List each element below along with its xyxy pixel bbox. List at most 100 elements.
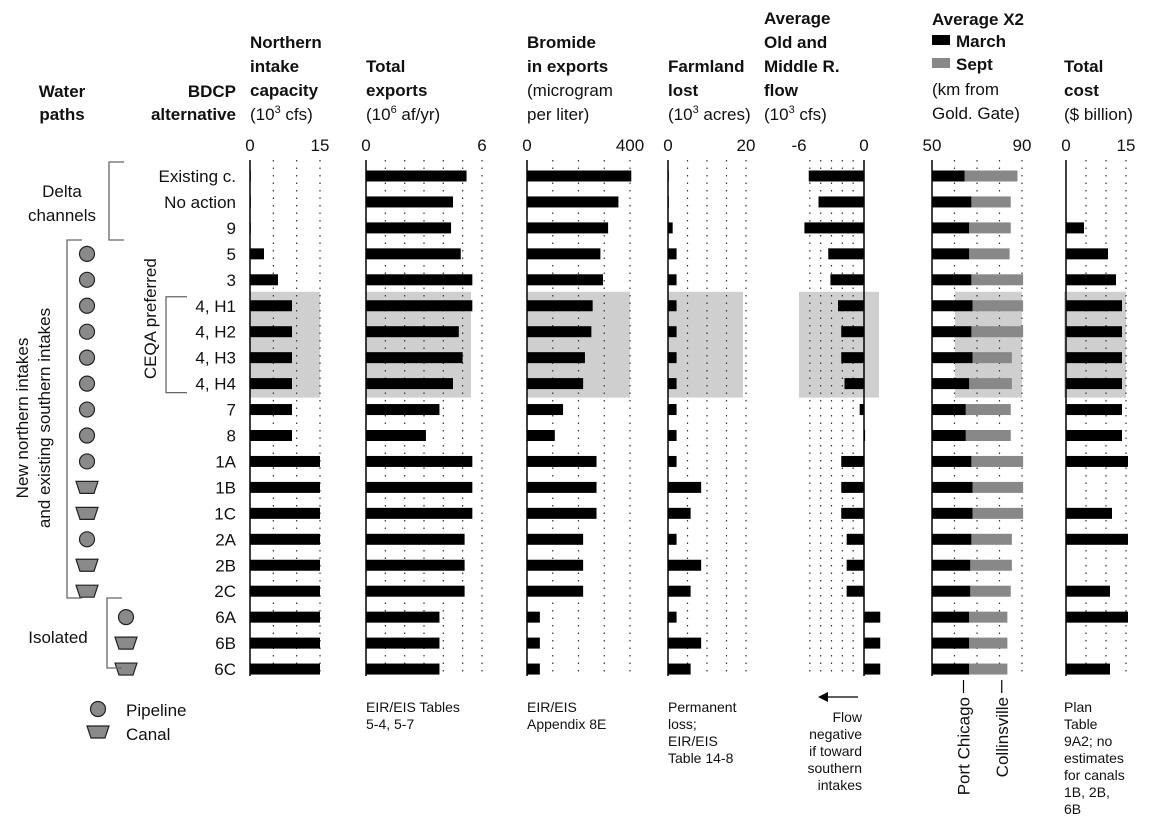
bar-intake <box>250 559 320 571</box>
unit-rest: cfs) <box>281 105 313 124</box>
panel-unit: (103 cfs) <box>250 104 313 124</box>
bar-cost <box>1066 274 1116 286</box>
bar-exports <box>366 637 440 649</box>
bar-x2-sept <box>971 533 1012 545</box>
canal-icon <box>114 662 138 676</box>
bar-exports <box>366 248 461 260</box>
bar-farmland <box>668 274 677 286</box>
panel-unit: per liter) <box>527 105 589 124</box>
bar-farmland <box>668 533 677 545</box>
panel-unit: ($ billion) <box>1064 105 1133 124</box>
bar-intake <box>250 300 292 312</box>
bar-x2-march <box>932 455 972 467</box>
bar-flow <box>859 404 864 416</box>
bar-intake <box>250 481 320 493</box>
tick-label: 6 <box>477 136 486 155</box>
pipeline-icon <box>78 323 96 340</box>
bar-intake <box>250 637 320 649</box>
bar-x2-sept <box>971 196 1011 208</box>
panel-title: Bromide <box>527 33 596 52</box>
reference-label: Collinsville <box>993 697 1012 777</box>
bar-x2-sept <box>969 378 1012 390</box>
reference-label: Port Chicago <box>955 697 974 795</box>
bar-farmland <box>668 378 677 390</box>
pipeline-icon <box>78 349 96 366</box>
row-header: BDCP <box>188 82 236 101</box>
bar-farmland <box>668 222 673 234</box>
row-label: 1C <box>214 504 236 523</box>
bar-cost <box>1066 222 1084 234</box>
bar-cost <box>1066 378 1122 390</box>
panel-title: Middle R. <box>764 57 840 76</box>
bar-bromide <box>527 507 597 519</box>
bar-exports <box>366 507 473 519</box>
panel-unit: (103 acres) <box>668 104 751 124</box>
bar-exports <box>366 481 473 493</box>
bar-flow <box>841 455 864 467</box>
row-label: 2A <box>215 530 236 549</box>
canal-icon <box>75 584 99 598</box>
bar-cost <box>1066 300 1122 312</box>
bar-x2-sept <box>970 559 1012 571</box>
panel-title: Total <box>1064 57 1103 76</box>
bar-x2-sept <box>971 455 1024 467</box>
bar-x2-sept <box>969 611 1008 623</box>
bar-flow <box>838 300 864 312</box>
bar-flow <box>841 507 864 519</box>
pipeline-icon <box>78 401 96 418</box>
bar-bromide <box>527 637 540 649</box>
panel-note: EIR/EIS <box>668 733 718 749</box>
row-label: 9 <box>227 219 236 238</box>
bar-intake <box>250 378 292 390</box>
canal-icon <box>114 636 138 650</box>
bar-bromide <box>527 533 584 545</box>
water-paths-header: Water <box>39 82 86 101</box>
bar-farmland <box>668 507 691 519</box>
panel-note: Flow <box>832 709 862 725</box>
row-label: 7 <box>227 401 236 420</box>
tick-label: 90 <box>1013 136 1032 155</box>
bar-farmland <box>668 248 677 260</box>
unit-rest: acres) <box>699 105 751 124</box>
bar-x2-march <box>932 248 970 260</box>
bar-intake <box>250 430 292 441</box>
bar-bromide <box>527 170 632 182</box>
panel-note: estimates <box>1064 750 1124 766</box>
panel-title: capacity <box>250 81 319 100</box>
bar-intake <box>250 507 320 519</box>
bar-exports <box>366 533 465 545</box>
bar-x2-march <box>932 585 971 597</box>
bar-bromide <box>527 455 597 467</box>
bar-x2-sept <box>969 637 1008 649</box>
bar-intake <box>250 248 264 260</box>
tick-label: 0 <box>245 136 254 155</box>
bar-exports <box>366 663 440 675</box>
row-label: 6C <box>214 660 236 679</box>
panel-note: for canals <box>1064 767 1125 783</box>
bar-flow <box>830 274 864 286</box>
bar-x2-march <box>932 663 970 675</box>
bar-x2-march <box>932 300 973 312</box>
panel-title: flow <box>764 81 799 100</box>
bar-x2-sept <box>965 404 1011 416</box>
panel-note: Table 14-8 <box>668 750 734 766</box>
panel-unit: Gold. Gate) <box>932 104 1020 123</box>
panel-note: 5-4, 5-7 <box>366 716 414 732</box>
panel-note: EIR/EIS <box>527 699 577 715</box>
bar-farmland <box>668 352 677 364</box>
bar-exports <box>366 378 453 390</box>
bar-intake <box>250 455 320 467</box>
bar-bromide <box>527 481 597 493</box>
bar-bromide <box>527 559 584 571</box>
canal-icon <box>86 725 110 739</box>
group-label: New northern intakes <box>13 338 32 499</box>
tick-label: 0 <box>361 136 370 155</box>
bar-flow <box>844 378 864 390</box>
bar-bromide <box>527 274 603 286</box>
bar-flow <box>864 637 881 649</box>
panel-note: 9A2; no <box>1064 733 1112 749</box>
unit-exponent: 3 <box>693 104 699 116</box>
bar-x2-march <box>932 222 970 234</box>
panel-note: Appendix 8E <box>527 716 606 732</box>
